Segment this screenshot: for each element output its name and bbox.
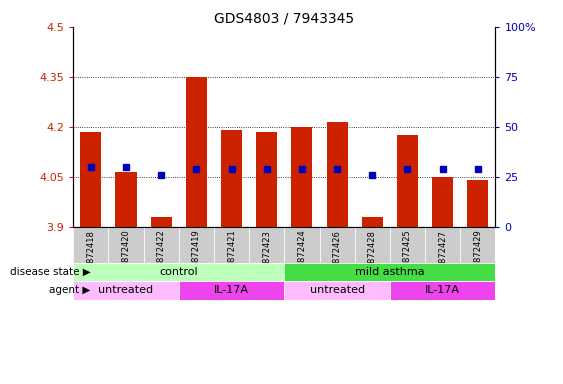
Bar: [355, 227, 390, 263]
Text: GSM872421: GSM872421: [227, 230, 236, 280]
Text: GSM872429: GSM872429: [473, 230, 482, 280]
Text: IL-17A: IL-17A: [214, 285, 249, 295]
Bar: [214, 227, 249, 263]
Bar: [390, 227, 425, 263]
Bar: [425, 227, 461, 263]
Text: agent ▶: agent ▶: [49, 285, 91, 295]
Bar: [397, 135, 418, 227]
Bar: [179, 281, 284, 300]
Text: IL-17A: IL-17A: [425, 285, 460, 295]
Bar: [320, 227, 355, 263]
Bar: [151, 217, 172, 227]
Text: GSM872419: GSM872419: [192, 230, 201, 280]
Bar: [432, 177, 453, 227]
Bar: [284, 281, 390, 300]
Text: GSM872418: GSM872418: [86, 230, 95, 281]
Bar: [461, 227, 495, 263]
Bar: [390, 281, 495, 300]
Text: GSM872427: GSM872427: [438, 230, 447, 281]
Text: untreated: untreated: [99, 285, 154, 295]
Text: GSM872422: GSM872422: [157, 230, 166, 280]
Bar: [467, 180, 488, 227]
Bar: [80, 132, 101, 227]
Text: disease state ▶: disease state ▶: [10, 267, 91, 277]
Text: GSM872426: GSM872426: [333, 230, 342, 281]
Title: GDS4803 / 7943345: GDS4803 / 7943345: [215, 12, 354, 26]
Text: GSM872424: GSM872424: [297, 230, 306, 280]
Text: GSM872428: GSM872428: [368, 230, 377, 281]
Bar: [284, 227, 320, 263]
Bar: [108, 227, 144, 263]
Bar: [73, 227, 108, 263]
Bar: [256, 132, 277, 227]
Bar: [292, 127, 312, 227]
Bar: [73, 281, 179, 300]
Bar: [362, 217, 383, 227]
Text: GSM872423: GSM872423: [262, 230, 271, 281]
Bar: [115, 172, 137, 227]
Text: GSM872420: GSM872420: [122, 230, 131, 280]
Text: untreated: untreated: [310, 285, 365, 295]
Bar: [221, 130, 242, 227]
Text: mild asthma: mild asthma: [355, 267, 425, 277]
Text: control: control: [159, 267, 198, 277]
Bar: [144, 227, 179, 263]
Bar: [249, 227, 284, 263]
Bar: [73, 263, 284, 281]
Bar: [284, 263, 495, 281]
Bar: [186, 77, 207, 227]
Bar: [179, 227, 214, 263]
Bar: [327, 122, 347, 227]
Text: GSM872425: GSM872425: [403, 230, 412, 280]
